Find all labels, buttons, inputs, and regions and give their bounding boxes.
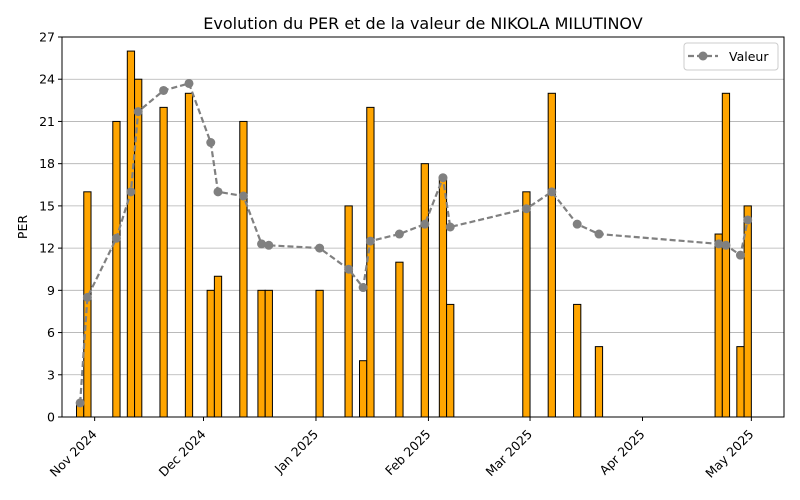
x-tick-label-4: Mar 2025 xyxy=(483,427,536,480)
bar-9 xyxy=(239,120,248,418)
value-point-0 xyxy=(75,398,85,408)
value-point-21 xyxy=(547,187,557,197)
legend-label-valeur: Valeur xyxy=(729,49,769,64)
value-point-9 xyxy=(238,191,248,201)
x-tick-label-6: May 2025 xyxy=(702,427,756,481)
y-tick-label-27: 27 xyxy=(39,30,55,45)
bar-11 xyxy=(264,289,273,418)
y-tick-label-18: 18 xyxy=(39,156,55,171)
value-point-6 xyxy=(184,78,194,88)
legend: Valeur xyxy=(683,42,779,71)
value-point-20 xyxy=(521,204,531,214)
value-point-26 xyxy=(735,250,745,260)
value-point-27 xyxy=(743,215,753,225)
bar-3 xyxy=(126,50,136,418)
bar-18 xyxy=(438,177,448,418)
bar-7 xyxy=(206,289,215,418)
x-tick-label-5: Apr 2025 xyxy=(596,427,647,478)
y-tick-label-15: 15 xyxy=(39,198,55,213)
value-point-25 xyxy=(721,240,731,250)
value-point-16 xyxy=(394,229,404,239)
bar-2 xyxy=(112,120,121,418)
value-point-15 xyxy=(365,236,375,246)
bar-23 xyxy=(594,346,604,418)
value-point-3 xyxy=(126,187,136,197)
value-point-10 xyxy=(257,239,267,249)
value-point-5 xyxy=(159,85,169,95)
bar-6 xyxy=(184,92,194,418)
value-point-8 xyxy=(213,187,223,197)
value-point-22 xyxy=(572,219,582,229)
bar-13 xyxy=(344,205,353,418)
legend-marker xyxy=(698,51,708,61)
y-tick-label-24: 24 xyxy=(39,72,55,87)
bar-19 xyxy=(446,303,455,418)
bar-20 xyxy=(522,191,531,418)
value-point-11 xyxy=(264,240,274,250)
value-point-18 xyxy=(438,173,448,183)
bar-12 xyxy=(315,289,324,418)
bar-22 xyxy=(573,303,582,418)
value-point-12 xyxy=(315,243,325,253)
x-axis: Nov 2024 Dec 2024 Jan 2025 Feb 2025 Mar 2025… xyxy=(47,417,756,481)
bar-1 xyxy=(83,191,92,418)
bar-8 xyxy=(213,275,223,418)
y-tick-label-3: 3 xyxy=(47,367,55,382)
bar-16 xyxy=(395,261,404,418)
plot-frame xyxy=(61,36,785,418)
bar-14 xyxy=(359,360,368,418)
y-tick-label-0: 0 xyxy=(47,410,55,425)
value-point-17 xyxy=(420,219,430,229)
value-point-4 xyxy=(133,107,143,117)
bar-17 xyxy=(420,163,429,418)
value-point-23 xyxy=(594,229,604,239)
y-tick-label-12: 12 xyxy=(39,241,55,256)
value-point-19 xyxy=(445,222,455,232)
value-point-24 xyxy=(714,239,724,249)
chart-title: Evolution du PER et de la valeur de NIKO… xyxy=(203,14,642,33)
y-tick-label-9: 9 xyxy=(47,283,55,298)
bar-26 xyxy=(736,346,745,418)
y-tick-label-21: 21 xyxy=(39,114,55,129)
value-point-1 xyxy=(82,292,92,302)
bar-10 xyxy=(257,289,266,418)
bar-24 xyxy=(714,233,723,418)
value-point-13 xyxy=(344,264,354,274)
y-axis: 0 3 6 9 12 15 18 21 24 27 xyxy=(39,30,62,425)
x-tick-label-3: Feb 2025 xyxy=(382,427,434,479)
value-point-2 xyxy=(111,233,121,243)
bar-5 xyxy=(159,106,168,418)
bar-25 xyxy=(721,92,731,418)
value-point-7 xyxy=(206,138,216,148)
x-tick-label-0: Nov 2024 xyxy=(47,426,100,479)
bar-21 xyxy=(547,92,556,418)
value-line xyxy=(79,82,749,404)
value-line-group xyxy=(75,78,753,408)
x-tick-label-1: Dec 2024 xyxy=(156,426,209,479)
value-point-14 xyxy=(358,283,368,293)
y-axis-label: PER xyxy=(15,215,30,239)
y-tick-label-6: 6 xyxy=(47,325,55,340)
bars-group xyxy=(76,50,752,418)
legend-box xyxy=(683,42,779,71)
x-tick-label-2: Jan 2025 xyxy=(271,427,321,477)
